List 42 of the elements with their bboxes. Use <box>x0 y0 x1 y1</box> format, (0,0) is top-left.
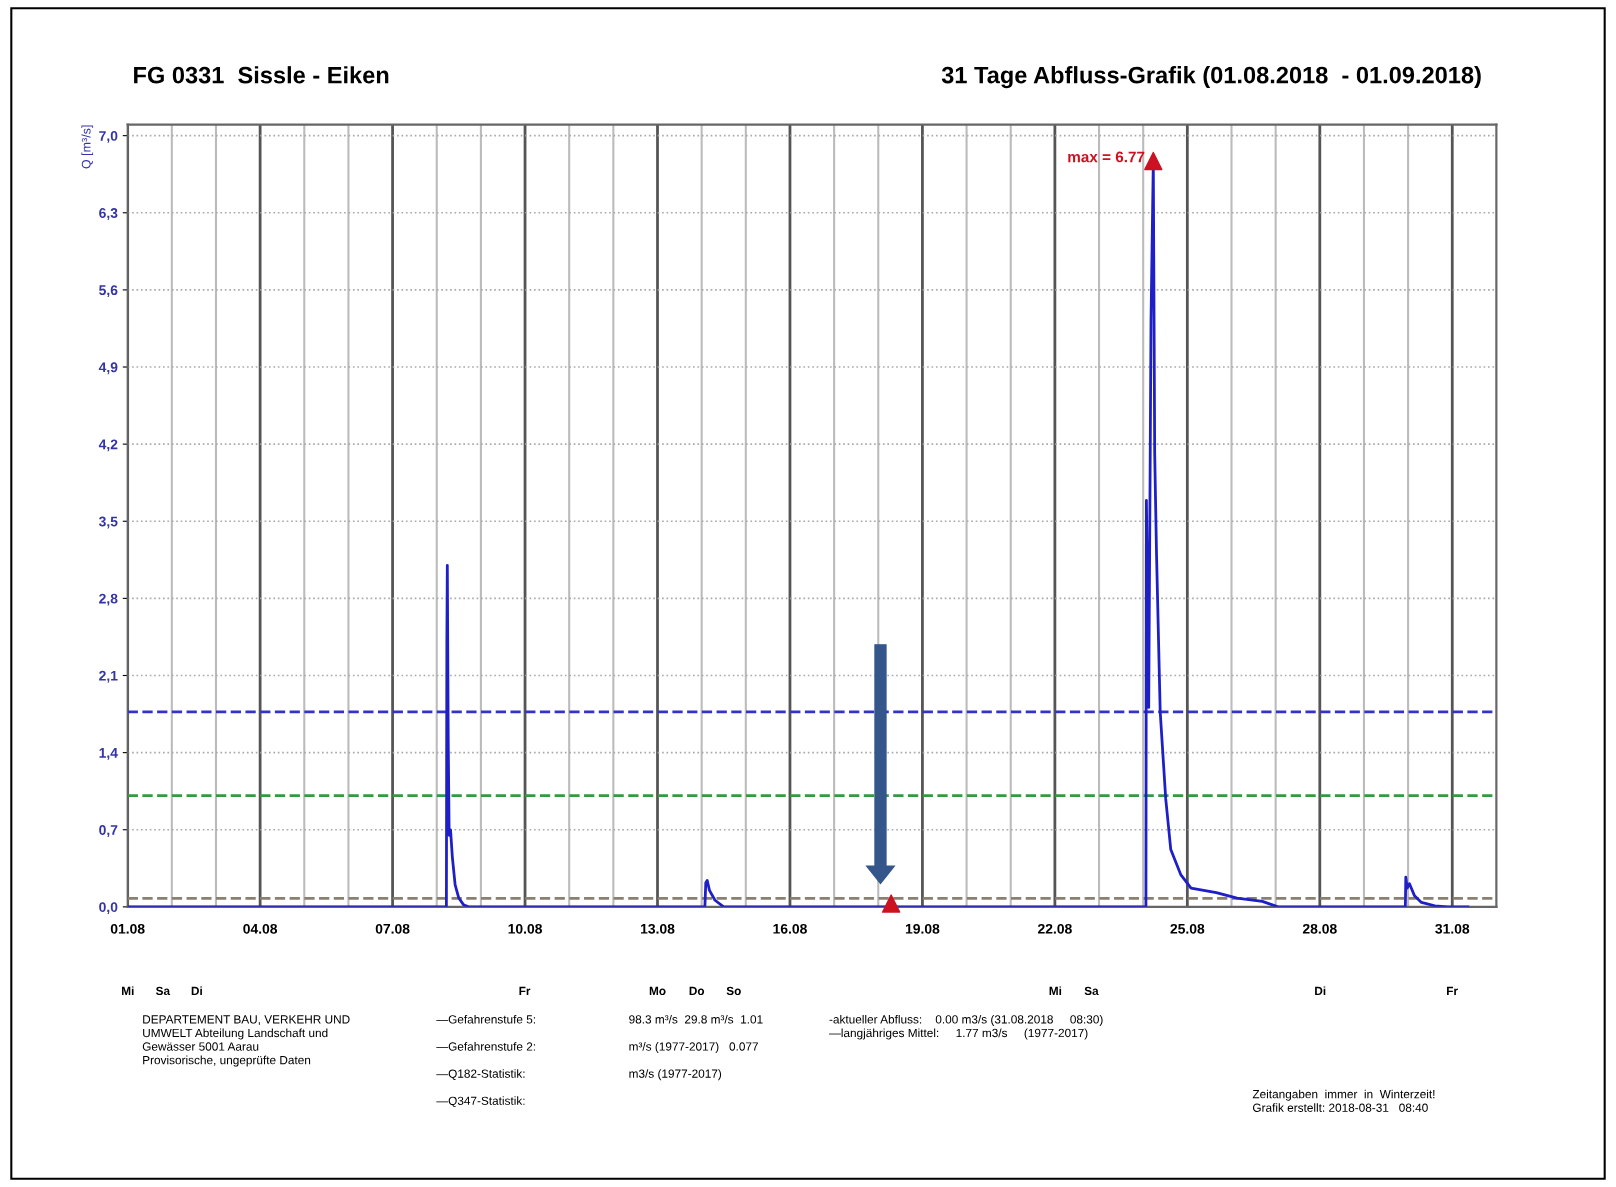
text: So <box>726 986 741 996</box>
text: Di <box>191 986 202 995</box>
y-tick-label: 4,9 <box>98 362 118 375</box>
y-tick-label: 1,4 <box>99 748 118 760</box>
x-tick-label: 04.08 <box>243 923 278 934</box>
x-tick-label: 07.08 <box>375 923 410 934</box>
x-tick-label: 28.08 <box>1302 923 1337 934</box>
text: Fr <box>1447 986 1458 995</box>
text: Fr <box>519 986 531 995</box>
text: Do <box>689 986 705 996</box>
text: Mi <box>122 986 134 995</box>
chart-title: FG 0331 Sissle - Eiken <box>134 66 389 84</box>
text: —Gefahrenstufe 5: —Gefahrenstufe 2: —Q182-Statistik: —Q347-Statistik: <box>436 1014 535 1108</box>
y-tick-label: 4,2 <box>98 439 118 452</box>
y-tick-label: 2,8 <box>99 593 118 606</box>
text: Mo <box>649 986 666 996</box>
x-tick-label: 22.08 <box>1037 923 1072 934</box>
text: DEPARTEMENT BAU, VERKEHR UND UMWELT Abteilung Landschaft und Gewässer 5001 Aarau Provisorische, ungeprüfte Daten <box>142 1015 350 1067</box>
y-tick-label: 7,0 <box>99 130 118 143</box>
y-tick-label: 6,3 <box>99 208 118 220</box>
text: -aktueller Abfluss: 0.00 m3/s (31.08.2018 08:30) —langjähriges Mittel: 1.77 m3/s (1977-2017) <box>829 1014 1103 1040</box>
chart-subtitle: 31 Tage Abfluss-Grafik (01.08.2018 - 01.09.2018) <box>941 66 1481 89</box>
y-tick-label: 5,6 <box>99 285 118 298</box>
text: Sa <box>1084 986 1099 996</box>
x-tick-label: 10.08 <box>508 923 542 934</box>
x-tick-label: 16.08 <box>773 923 807 934</box>
annotation: max = 6.77 <box>1068 151 1145 163</box>
text: Mi <box>1049 986 1062 995</box>
x-tick-label: 19.08 <box>905 923 940 934</box>
x-tick-label: 13.08 <box>641 923 675 934</box>
y-tick-label: 0,0 <box>99 902 118 915</box>
text: 98.3 m³/s 29.8 m³/s 1.01 m³/s (1977-2017) 0.077 m3/s (1977-2017) <box>629 1014 763 1081</box>
y-tick-label: 2,1 <box>99 670 118 683</box>
y-tick-label: 0,7 <box>99 825 118 837</box>
text: Sa <box>155 986 171 996</box>
x-tick-label: 31.08 <box>1435 923 1470 934</box>
x-tick-label: 01.08 <box>110 923 145 934</box>
text: Di <box>1315 986 1326 995</box>
y-tick-label: 3,5 <box>98 516 118 529</box>
y-axis-title: Q [m³/s] <box>81 125 94 169</box>
x-tick-label: 25.08 <box>1170 923 1205 934</box>
text: Zeitangaben immer in Winterzeit! Grafik erstellt: 2018-08-31 08:40 <box>1252 1089 1435 1112</box>
